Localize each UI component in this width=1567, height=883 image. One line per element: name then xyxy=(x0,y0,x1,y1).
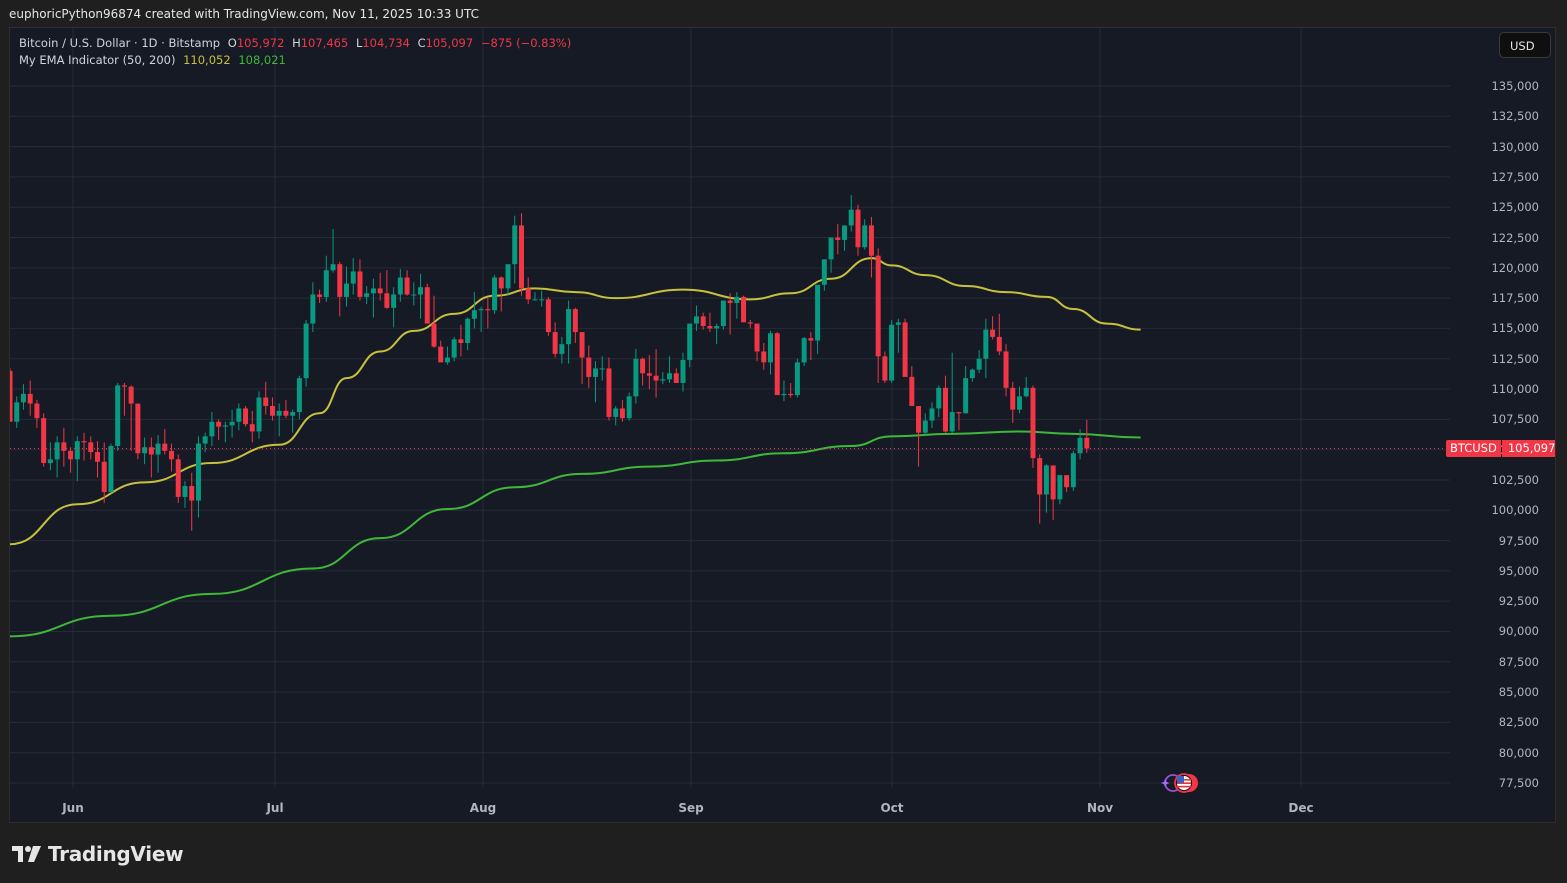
price-axis-label: 87,500 xyxy=(1498,654,1539,669)
price-axis-label: 132,500 xyxy=(1491,109,1539,124)
price-axis-label: 130,000 xyxy=(1491,139,1539,154)
ema200-value: 108,021 xyxy=(238,53,286,67)
symbol-title[interactable]: Bitcoin / U.S. Dollar · 1D · Bitstamp xyxy=(19,36,221,50)
price-axis-label: 92,500 xyxy=(1498,594,1539,609)
price-axis-label: 102,500 xyxy=(1491,472,1539,487)
candlestick-chart[interactable] xyxy=(10,28,1556,823)
price-axis-label: 107,500 xyxy=(1491,412,1539,427)
chart-legend: Bitcoin / U.S. Dollar · 1D · Bitstamp O1… xyxy=(19,35,575,69)
last-price-tag: BTCUSD 105,097 xyxy=(1446,439,1555,457)
symbol-legend-row: Bitcoin / U.S. Dollar · 1D · Bitstamp O1… xyxy=(19,35,575,52)
high-label: H xyxy=(292,36,301,50)
price-axis-label: 100,000 xyxy=(1491,503,1539,518)
tradingview-logo-icon xyxy=(12,846,41,862)
low-value: 104,734 xyxy=(362,36,410,50)
time-axis-label: Oct xyxy=(880,801,904,815)
time-axis-label: Dec xyxy=(1288,801,1314,815)
price-axis-label: 110,000 xyxy=(1491,382,1539,397)
us-flag-event-icon xyxy=(1174,773,1198,793)
low-label: L xyxy=(355,36,363,50)
price-axis-label: 117,500 xyxy=(1491,291,1539,306)
close-value: 105,097 xyxy=(425,36,474,50)
chart-pane[interactable]: Bitcoin / U.S. Dollar · 1D · Bitstamp O1… xyxy=(9,27,1556,823)
indicator-title[interactable]: My EMA Indicator (50, 200) xyxy=(19,53,176,67)
time-axis-label: Jul xyxy=(266,801,284,815)
price-axis-label: 80,000 xyxy=(1498,745,1539,760)
indicator-legend-row: My EMA Indicator (50, 200) 110,052 108,0… xyxy=(19,52,575,69)
price-axis-label: 120,000 xyxy=(1491,260,1539,275)
price-axis-label: 77,500 xyxy=(1498,776,1539,790)
price-axis-label: 122,500 xyxy=(1491,230,1539,245)
ema-line xyxy=(10,257,1141,546)
high-value: 107,465 xyxy=(300,36,349,50)
price-axis-label: 135,000 xyxy=(1491,79,1539,93)
price-axis-label: 112,500 xyxy=(1491,351,1539,366)
price-axis-label: 125,000 xyxy=(1491,200,1539,215)
close-label: C xyxy=(417,36,426,50)
chart-caption: euphoricPython96874 created with Trading… xyxy=(9,7,479,21)
open-label: O xyxy=(227,36,237,50)
tradingview-logo-text: TradingView xyxy=(48,842,184,866)
ema50-value: 110,052 xyxy=(183,53,231,67)
price-axis-label: 115,000 xyxy=(1491,321,1539,336)
last-price-symbol: BTCUSD xyxy=(1446,439,1501,457)
change-value: −875 (−0.83%) xyxy=(480,36,572,50)
price-axis-label: 95,000 xyxy=(1498,563,1539,578)
last-price-value: 105,097 xyxy=(1501,439,1555,457)
price-axis-label: 97,500 xyxy=(1498,533,1539,548)
time-axis-label: Nov xyxy=(1086,801,1114,815)
price-axis-label: 127,500 xyxy=(1491,169,1539,184)
tradingview-logo[interactable]: TradingView xyxy=(12,842,184,866)
price-axis-label: 82,500 xyxy=(1498,715,1539,730)
currency-button[interactable]: USD xyxy=(1499,32,1551,58)
price-axis-label: 85,000 xyxy=(1498,685,1539,700)
open-value: 105,972 xyxy=(236,36,285,50)
time-axis-label: Sep xyxy=(678,801,704,815)
economic-events-markers[interactable] xyxy=(1156,772,1206,794)
time-axis-label: Jun xyxy=(62,801,84,815)
price-axis-label: 90,000 xyxy=(1498,624,1539,639)
time-axis-label: Aug xyxy=(469,801,497,815)
ema-line xyxy=(10,430,1141,638)
